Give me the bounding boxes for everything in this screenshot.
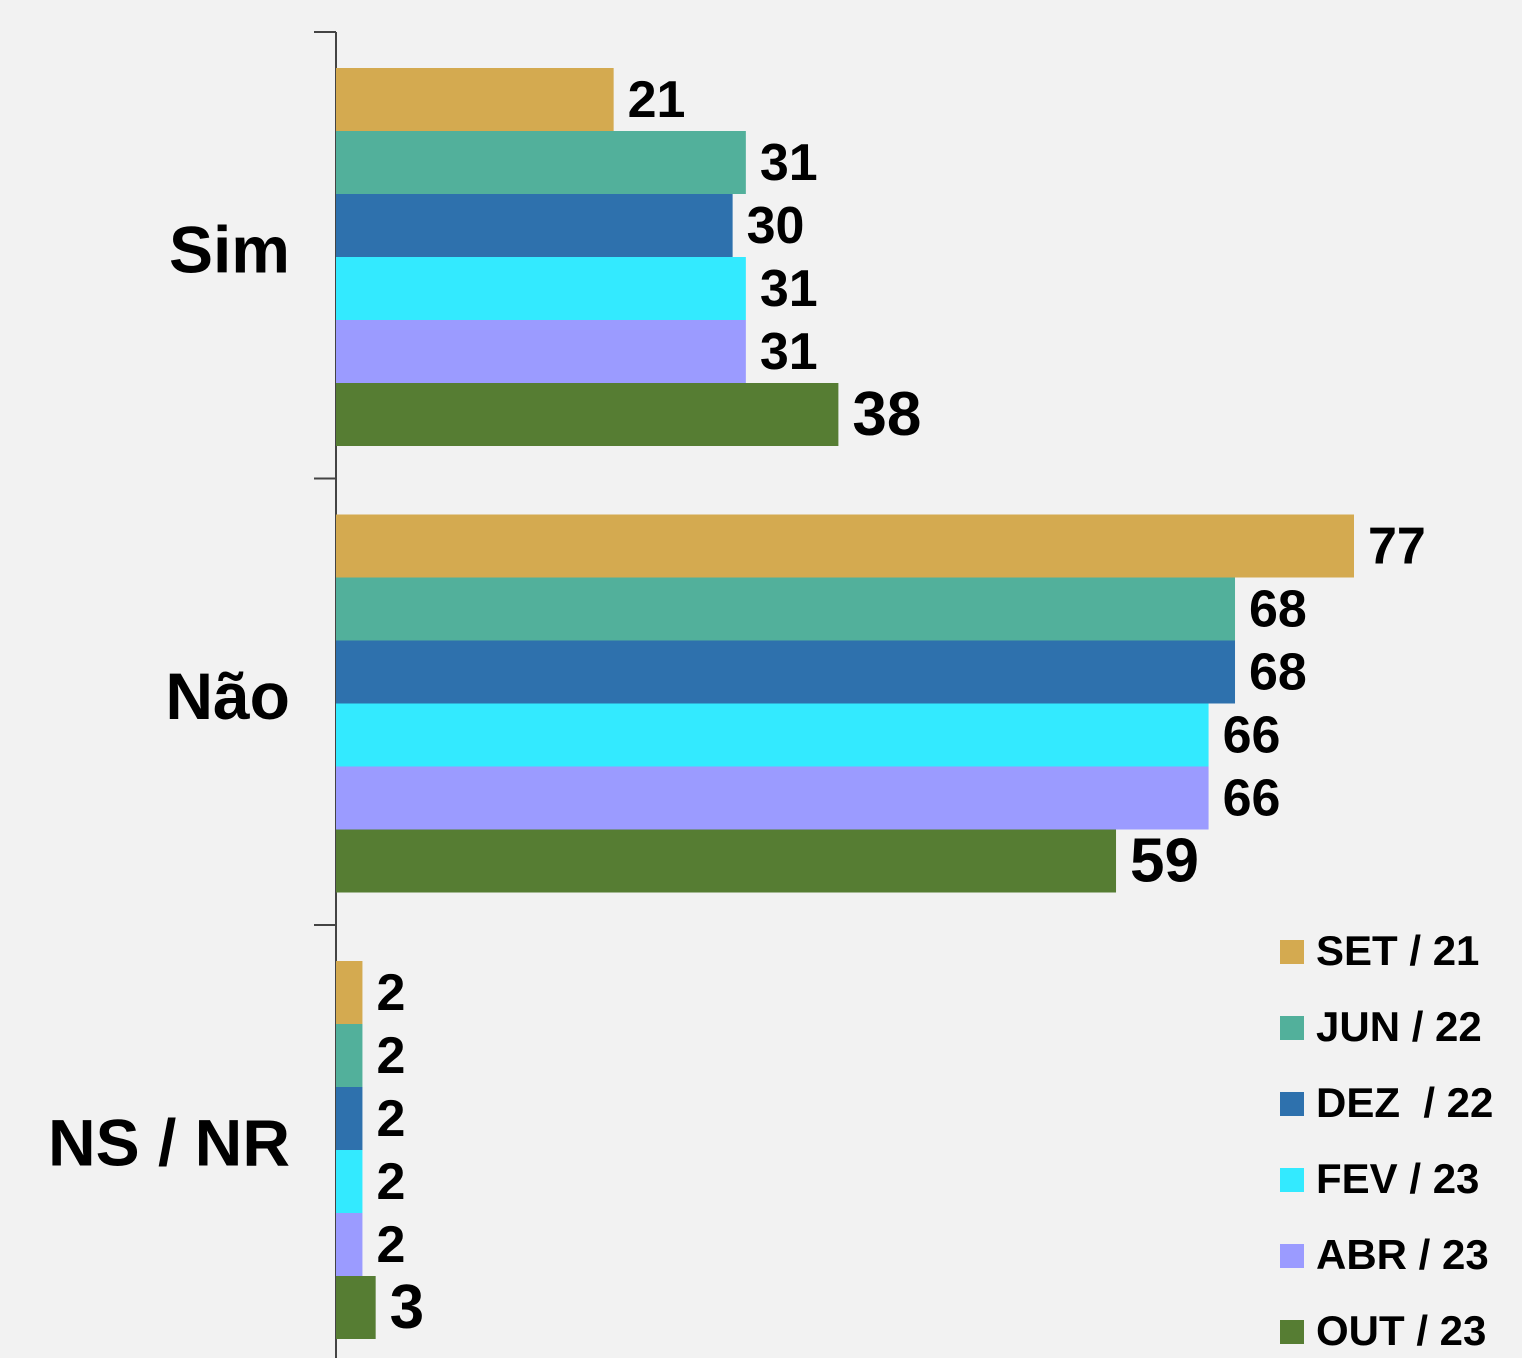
value-label: 2	[376, 1153, 405, 1211]
bar	[336, 829, 1117, 893]
value-label: 66	[1223, 707, 1281, 765]
bar	[336, 1213, 363, 1276]
bar	[336, 640, 1236, 704]
value-label: 66	[1223, 770, 1281, 828]
legend-swatch	[1280, 1244, 1304, 1268]
legend-swatch	[1280, 1320, 1304, 1344]
category-label: Sim	[169, 213, 290, 287]
value-label: 2	[376, 1090, 405, 1148]
bar	[336, 703, 1209, 767]
legend-label: SET / 21	[1316, 927, 1479, 974]
legend-label: FEV / 23	[1316, 1155, 1479, 1202]
value-label: 68	[1249, 581, 1307, 639]
value-label: 59	[1130, 826, 1199, 895]
legend-label: JUN / 22	[1316, 1003, 1482, 1050]
category-label: NS / NR	[48, 1106, 290, 1180]
value-label: 31	[760, 134, 818, 192]
legend-swatch	[1280, 1168, 1304, 1192]
value-label: 31	[760, 323, 818, 381]
bar	[336, 257, 746, 320]
bar	[336, 514, 1354, 578]
bar	[336, 1276, 376, 1339]
value-label: 21	[628, 71, 686, 129]
value-label: 2	[376, 1027, 405, 1085]
legend-label: ABR / 23	[1316, 1231, 1489, 1278]
bar	[336, 194, 733, 257]
value-label: 3	[390, 1273, 424, 1342]
value-label: 38	[852, 380, 921, 449]
legend-label: OUT / 23	[1316, 1307, 1486, 1354]
value-label: 30	[747, 197, 805, 255]
value-label: 77	[1368, 518, 1426, 576]
bar	[336, 68, 614, 131]
legend-swatch	[1280, 1092, 1304, 1116]
value-label: 68	[1249, 644, 1307, 702]
bar	[336, 1087, 363, 1150]
bar	[336, 1024, 363, 1087]
bar	[336, 1150, 363, 1213]
bar	[336, 577, 1236, 641]
bar	[336, 320, 746, 383]
bar	[336, 383, 839, 446]
bar	[336, 766, 1209, 830]
legend-swatch	[1280, 940, 1304, 964]
value-label: 2	[376, 964, 405, 1022]
bar	[336, 961, 363, 1024]
value-label: 31	[760, 260, 818, 318]
category-label: Não	[165, 659, 290, 733]
legend-swatch	[1280, 1016, 1304, 1040]
legend-label: DEZ / 22	[1316, 1079, 1493, 1126]
bar	[336, 131, 746, 194]
value-label: 2	[376, 1216, 405, 1274]
